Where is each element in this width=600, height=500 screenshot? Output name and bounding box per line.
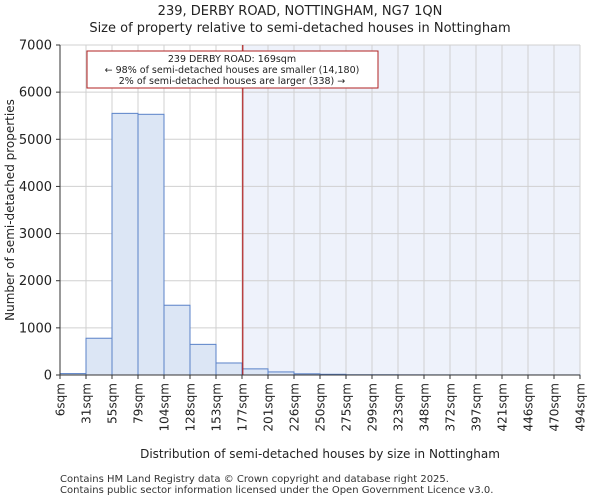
chart-title: 239, DERBY ROAD, NOTTINGHAM, NG7 1QN xyxy=(157,4,443,19)
x-tick-label: 153sqm xyxy=(210,383,224,431)
histogram-bar xyxy=(85,337,113,376)
x-tick-label: 323sqm xyxy=(392,383,406,431)
x-tick-label: 79sqm xyxy=(132,383,146,424)
x-tick-label: 446sqm xyxy=(522,383,536,431)
histogram-bar xyxy=(137,113,165,376)
y-tick-label: 5000 xyxy=(19,133,52,148)
x-tick-label: 55sqm xyxy=(106,383,120,424)
y-tick-label: 1000 xyxy=(19,321,52,336)
x-tick-label: 250sqm xyxy=(314,383,328,431)
larger-properties-region xyxy=(242,45,580,375)
x-tick-label: 31sqm xyxy=(80,383,94,424)
y-tick-label: 3000 xyxy=(19,227,52,242)
x-tick-label: 421sqm xyxy=(496,383,510,431)
x-tick-label: 397sqm xyxy=(470,383,484,431)
histogram-bar xyxy=(241,368,269,376)
annotation-line-1: 239 DERBY ROAD: 169sqm xyxy=(168,54,296,65)
y-tick-label: 4000 xyxy=(19,180,52,195)
x-tick-label: 201sqm xyxy=(262,383,276,431)
x-tick-label: 494sqm xyxy=(574,383,588,431)
x-tick-label: 299sqm xyxy=(366,383,380,431)
histogram-bar xyxy=(189,343,217,376)
x-tick-label: 6sqm xyxy=(54,383,68,416)
y-tick-label: 6000 xyxy=(19,86,52,101)
annotation-line-3: 2% of semi-detached houses are larger (3… xyxy=(119,76,346,87)
x-tick-label: 470sqm xyxy=(548,383,562,431)
x-tick-label: 104sqm xyxy=(158,383,172,431)
x-tick-labels: 6sqm 31sqm 55sqm 79sqm 104sqm 128sqm 153sqm 177… xyxy=(54,375,588,431)
histogram-bar xyxy=(111,112,139,376)
chart-subtitle: Size of property relative to semi-detach… xyxy=(89,21,511,36)
x-tick-label: 226sqm xyxy=(288,383,302,431)
x-tick-label: 128sqm xyxy=(184,383,198,431)
y-axis-label: Number of semi-detached properties xyxy=(3,99,17,321)
x-tick-label: 177sqm xyxy=(236,383,250,431)
x-tick-label: 275sqm xyxy=(340,383,354,431)
annotation-border xyxy=(86,50,379,89)
annotation-box: 239 DERBY ROAD: 169sqm ← 98% of semi-det… xyxy=(86,50,379,89)
x-tick-label: 372sqm xyxy=(444,383,458,431)
y-tick-label: 7000 xyxy=(19,39,52,54)
y-tick-label: 2000 xyxy=(19,274,52,289)
histogram-bar xyxy=(163,304,191,376)
y-tick-label: 0 xyxy=(44,369,52,384)
footer-line-1: Contains HM Land Registry data © Crown c… xyxy=(60,474,449,485)
annotation-line-2: ← 98% of semi-detached houses are smalle… xyxy=(105,65,360,76)
histogram-bar xyxy=(215,362,243,376)
footer-line-2: Contains public sector information licen… xyxy=(60,485,494,496)
y-tick-labels: 0 1000 2000 3000 4000 5000 6000 7000 xyxy=(19,39,60,384)
x-axis-label: Distribution of semi-detached houses by … xyxy=(140,447,500,461)
x-tick-label: 348sqm xyxy=(418,383,432,431)
